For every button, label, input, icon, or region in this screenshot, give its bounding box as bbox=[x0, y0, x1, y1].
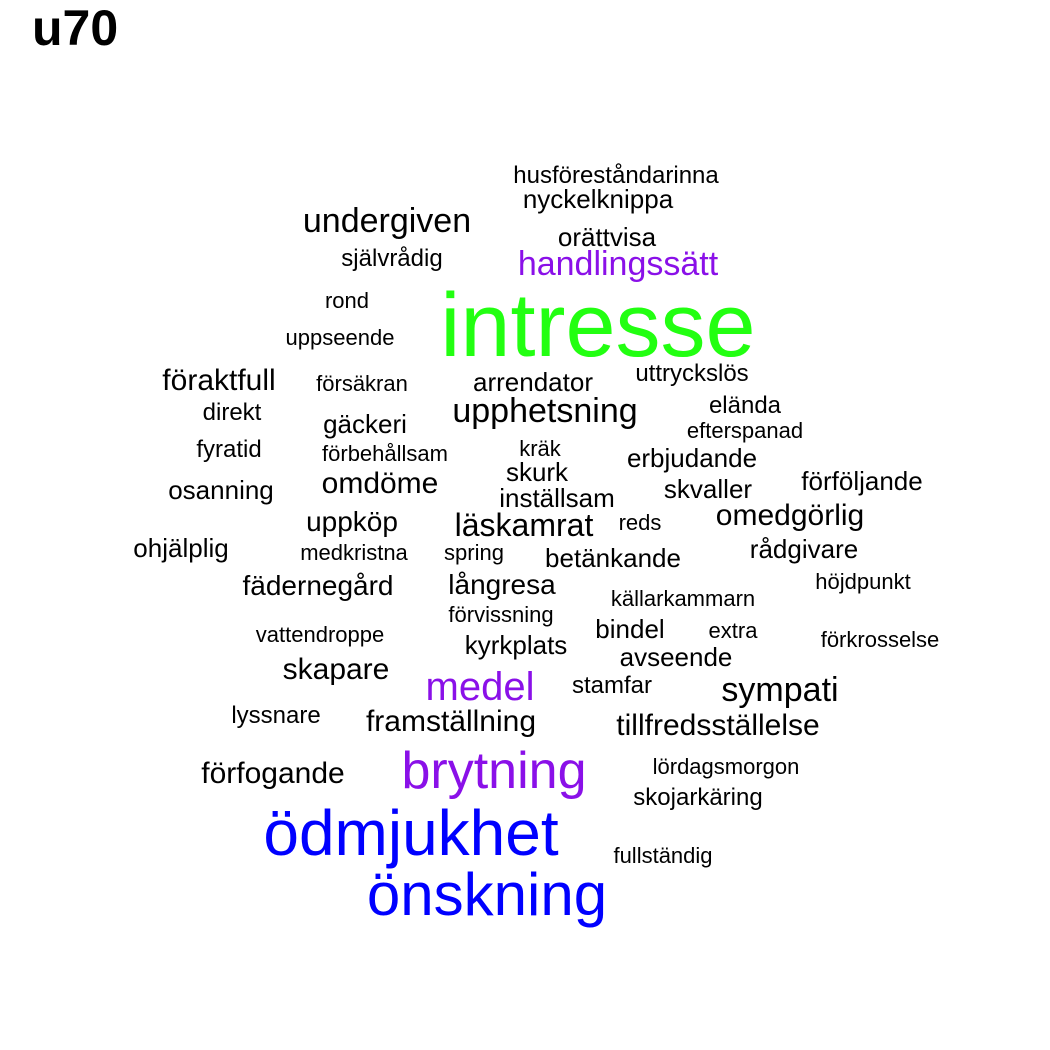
cloud-word: sympati bbox=[721, 671, 839, 709]
cloud-word: uttryckslös bbox=[635, 360, 749, 387]
cloud-word: källarkammarn bbox=[610, 586, 756, 611]
cloud-word: avseende bbox=[619, 642, 733, 672]
cloud-word: upphetsning bbox=[452, 392, 638, 430]
cloud-word: fullständig bbox=[613, 843, 713, 868]
cloud-word: lördagsmorgon bbox=[652, 754, 800, 779]
cloud-word: framställning bbox=[365, 705, 537, 738]
cloud-word: skapare bbox=[282, 653, 390, 686]
cloud-word: förvissning bbox=[448, 602, 554, 627]
cloud-word: medel bbox=[425, 665, 535, 709]
cloud-word: extra bbox=[708, 618, 758, 643]
cloud-word: förbehållsam bbox=[322, 441, 448, 466]
cloud-word: rond bbox=[324, 288, 370, 313]
cloud-word: förfogande bbox=[201, 757, 345, 790]
cloud-word: inställsam bbox=[499, 483, 615, 513]
cloud-word: självrådig bbox=[341, 245, 443, 272]
cloud-word: husföreståndarinna bbox=[513, 162, 719, 189]
cloud-word: uppseende bbox=[285, 325, 395, 350]
cloud-word: orättvisa bbox=[557, 222, 657, 252]
cloud-word: rådgivare bbox=[749, 534, 859, 564]
cloud-word: brytning bbox=[401, 742, 587, 800]
cloud-word: intresse bbox=[440, 276, 756, 376]
cloud-word: förföljande bbox=[801, 466, 923, 496]
cloud-word: föraktfull bbox=[162, 364, 276, 397]
cloud-word: handlingssätt bbox=[517, 245, 719, 283]
cloud-word: fyratid bbox=[196, 436, 262, 463]
cloud-word: nyckelknippa bbox=[522, 184, 674, 214]
cloud-word: medkristna bbox=[300, 540, 408, 565]
cloud-word: skojarkäring bbox=[633, 784, 763, 811]
cloud-word: direkt bbox=[202, 399, 262, 426]
cloud-word: omdöme bbox=[321, 467, 439, 500]
cloud-word: reds bbox=[618, 510, 662, 535]
cloud-word: efterspanad bbox=[686, 418, 804, 443]
cloud-word: osanning bbox=[168, 475, 274, 505]
cloud-word: elända bbox=[708, 392, 782, 419]
plot-title: u70 bbox=[32, 0, 119, 56]
cloud-word: fädernegård bbox=[242, 570, 394, 601]
cloud-word: kyrkplats bbox=[464, 630, 568, 660]
cloud-word: undergiven bbox=[302, 202, 472, 240]
cloud-word: skurk bbox=[505, 457, 569, 487]
cloud-word: spring bbox=[444, 540, 504, 565]
cloud-word: vattendroppe bbox=[255, 622, 385, 647]
cloud-word: läskamrat bbox=[454, 507, 594, 543]
cloud-word: betänkande bbox=[545, 543, 681, 573]
cloud-word: gäckeri bbox=[323, 409, 407, 439]
cloud-word: skvaller bbox=[663, 474, 753, 504]
cloud-word: ohjälplig bbox=[133, 533, 229, 563]
cloud-word: tillfredsställelse bbox=[616, 709, 820, 742]
cloud-word: bindel bbox=[595, 614, 665, 644]
cloud-word: höjdpunkt bbox=[815, 569, 911, 594]
cloud-word: ödmjukhet bbox=[263, 797, 559, 869]
cloud-word: omedgörlig bbox=[715, 499, 865, 532]
cloud-word: lyssnare bbox=[231, 702, 321, 729]
cloud-word: uppköp bbox=[306, 506, 398, 537]
cloud-word: önskning bbox=[366, 861, 608, 928]
cloud-word: förkrosselse bbox=[820, 627, 940, 652]
cloud-word: stamfar bbox=[571, 672, 653, 699]
cloud-word: försäkran bbox=[316, 371, 408, 396]
cloud-word: erbjudande bbox=[626, 443, 758, 473]
cloud-word: långresa bbox=[448, 569, 556, 600]
cloud-word: kräk bbox=[519, 436, 561, 461]
cloud-word: arrendator bbox=[473, 367, 593, 397]
